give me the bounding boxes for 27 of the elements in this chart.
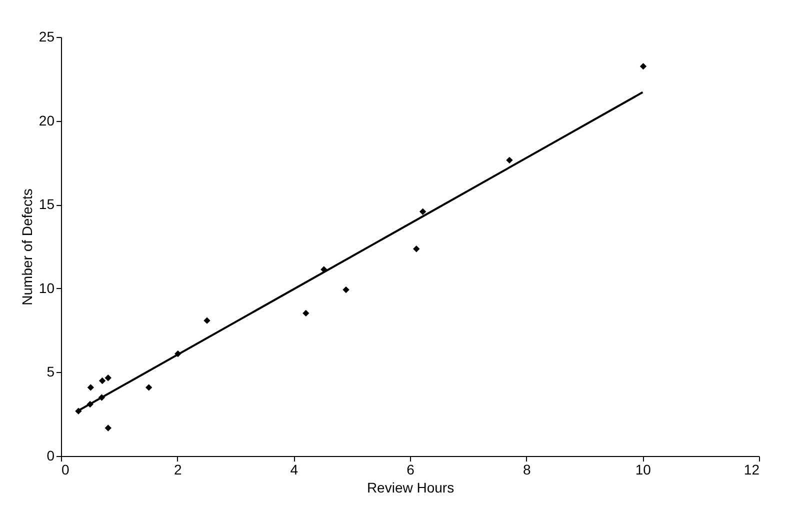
point — [87, 384, 94, 391]
y-tick-label: 15 — [38, 196, 55, 212]
point — [342, 286, 350, 294]
y-tick-label: 20 — [38, 112, 55, 128]
x-tick-label: 0 — [62, 462, 70, 478]
point — [104, 424, 112, 432]
point — [98, 377, 106, 384]
y-tick-label: 0 — [46, 448, 55, 464]
point — [413, 245, 420, 252]
x-tick-label: 6 — [406, 462, 415, 478]
point — [302, 310, 310, 317]
point — [640, 62, 647, 70]
x-tick-label: 2 — [174, 462, 182, 478]
y-tick-label: 5 — [46, 364, 55, 380]
y-axis-title: Number of Defects — [18, 188, 35, 306]
x-axis-title: Review Hours — [366, 480, 454, 496]
y-tick-label: 25 — [38, 28, 55, 44]
x-tick-label: 12 — [744, 462, 760, 478]
x-tick-label: 8 — [522, 462, 531, 478]
point — [104, 374, 112, 382]
point — [145, 384, 152, 391]
y-tick-label: 10 — [38, 280, 55, 296]
x-tick-label: 4 — [290, 462, 298, 478]
point — [506, 156, 513, 164]
point — [419, 208, 426, 215]
x-tick-label: 10 — [635, 462, 652, 478]
point — [204, 317, 210, 324]
